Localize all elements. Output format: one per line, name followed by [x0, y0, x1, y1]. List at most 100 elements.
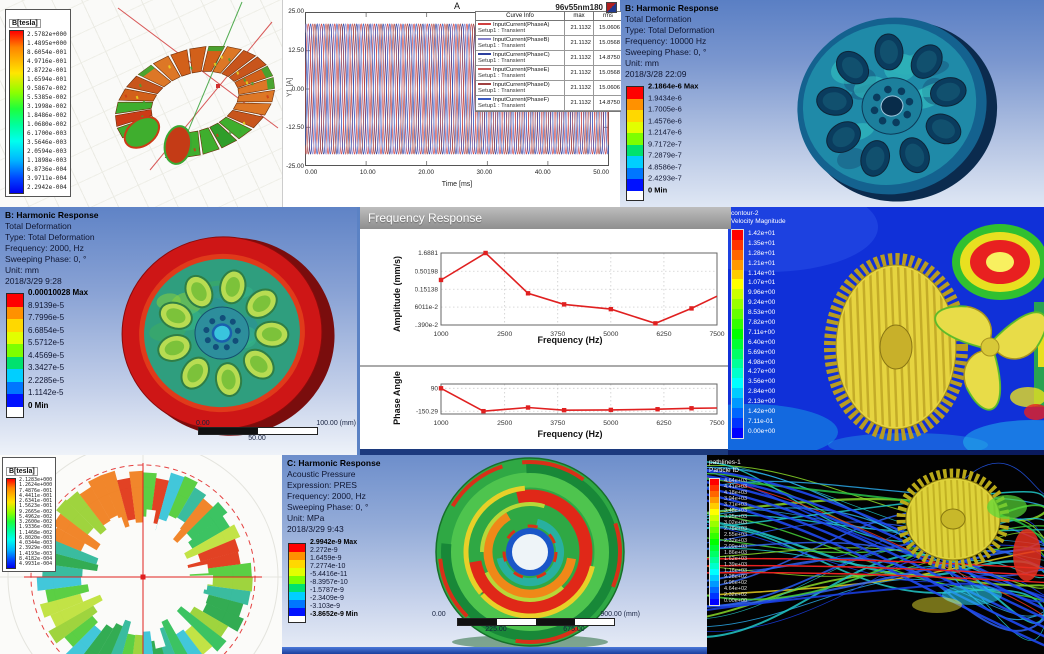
colorbar-value: 1.4895e+000	[27, 40, 67, 47]
legend-band	[627, 156, 643, 168]
legend-band	[289, 592, 305, 600]
chart-splitter[interactable]	[360, 365, 731, 367]
legend-value: 4.8586e-7	[648, 161, 682, 171]
legend-band	[627, 87, 643, 99]
colorbar-value: 2.6341e-001	[19, 498, 53, 504]
legend-value: 8.53e+00	[748, 309, 776, 317]
ruler-q1: 225.00	[485, 626, 507, 633]
legend-band	[627, 110, 643, 122]
legend-band	[710, 485, 719, 491]
legend-band	[710, 569, 719, 575]
legend-value: 3.02e+03	[724, 520, 748, 526]
legend-band	[710, 575, 719, 581]
legend-band	[627, 167, 643, 179]
legend-value: 1.86e+03	[724, 550, 748, 556]
info-line: Frequency: 2000, Hz	[5, 243, 84, 253]
curve-color-swatch	[478, 38, 491, 41]
legend-band	[627, 179, 643, 191]
legend-value: 1.07e+01	[748, 279, 776, 287]
colorbar-value: 5.4962e-002	[19, 513, 53, 520]
x-tick: 30.00	[476, 169, 493, 176]
colorbar-value: 1.1898e-003	[27, 157, 67, 164]
curve-color-swatch	[478, 23, 491, 26]
info-line: Frequency: 2000, Hz	[287, 491, 366, 501]
colorbar-title: B[tesla]	[9, 19, 41, 28]
x-tick: 0.00	[305, 169, 318, 176]
curve-max: 21.1132	[564, 81, 593, 96]
harmonic-2000hz-viewport[interactable]: B: Harmonic Response Total Deformation Typ…	[0, 207, 357, 455]
info-line: Total Deformation	[5, 221, 72, 231]
legend-band	[710, 557, 719, 563]
phase-x-label: Frequency (Hz)	[537, 429, 603, 439]
curve-rms: 15.0568	[593, 36, 621, 51]
maxwell-torus-viewport[interactable]: B[tesla] 2.5782e+000 1.4895e+000 8.6054e-0…	[0, 0, 282, 207]
legend-band	[732, 408, 743, 418]
legend-band	[289, 568, 305, 576]
colorbar-value: 2.0594e-003	[27, 148, 67, 155]
phase-axis-label: Phase Angle	[392, 371, 402, 425]
info-line: Total Deformation	[625, 14, 692, 24]
legend-value: 9.7172e-7	[648, 138, 682, 148]
legend-value: 1.9434e-6	[648, 92, 682, 102]
legend-value: -1.5787e-9	[310, 587, 344, 594]
phase-response-chart[interactable]: 1000 2500 3750 5000 6250 7500 90 -150.29	[415, 376, 725, 438]
curve-max: 21.1132	[564, 96, 593, 111]
streamlines-render	[707, 461, 1044, 647]
colorbar-value: 3.5646e-003	[27, 139, 67, 146]
info-line: 2018/3/28 22:09	[625, 69, 687, 79]
cfd-contour-viewport[interactable]: contour-2 Velocity Magnitude 1.42e+01 1.3…	[728, 207, 1044, 455]
colorbar-value: 7.4876e-001	[19, 487, 53, 494]
legend-band	[732, 279, 743, 290]
curve-info-legend: Curve Info max rms InputCurrent(PhaseA) …	[475, 11, 621, 112]
legend-value: 6.6854e-5	[28, 325, 65, 335]
curve-color-swatch	[478, 83, 491, 86]
legend-band	[732, 378, 743, 389]
curve-setup: Setup1 : Transient	[478, 88, 526, 94]
legend-band	[289, 544, 305, 552]
legend-band	[732, 328, 743, 339]
legend-value: 2.09e+03	[724, 544, 748, 550]
curve-color-swatch	[478, 98, 491, 101]
colorbar-value: 1.8486e-002	[27, 112, 67, 119]
legend-value: -3.8652e-9 Min	[310, 611, 358, 618]
current-plot-window[interactable]: A 96v55nm180 Y1 [A] 25.00 12.50 0.00 -12.50…	[282, 0, 621, 207]
legend-value: 1.28e+01	[748, 249, 776, 257]
amplitude-response-chart[interactable]: 1000 2500 3750 5000 6250 7500 1.6881 0.50198 0.1…	[415, 248, 725, 348]
window-titlebar[interactable]: Frequency Response	[360, 207, 731, 229]
curve-rms: 15.0568	[593, 66, 621, 81]
harmonic-10000hz-viewport[interactable]: B: Harmonic Response Total Deformation Typ…	[620, 0, 1044, 207]
maxwell-rotor-viewport[interactable]: B[tesla] 2.1283e+000 1.2624e+000 7.4876e-0…	[0, 455, 282, 654]
acoustic-pressure-viewport[interactable]: C: Harmonic Response Acoustic Pressure Exp…	[282, 455, 707, 654]
legend-band	[627, 98, 643, 110]
curve-name: InputCurrent(PhaseA)	[493, 22, 550, 28]
torus-3d-render	[115, 1, 279, 171]
legend-band	[7, 306, 23, 319]
legend-value: 4.64e+03	[724, 478, 748, 484]
curve-max: 21.1132	[564, 36, 593, 51]
info-line: Sweeping Phase: 0, °	[287, 502, 369, 512]
legend-band	[7, 344, 23, 357]
curve-setup: Setup1 : Transient	[478, 28, 526, 34]
legend-value: 1.14e+01	[748, 269, 776, 277]
info-line: Type: Total Deformation	[5, 232, 95, 242]
legend-value: 1.6459e-9	[310, 555, 342, 562]
legend-value: 1.42e+01	[748, 230, 776, 237]
legend-band	[710, 515, 719, 521]
colorbar-value: 2.5782e+000	[27, 31, 67, 38]
legend-value: 2.32e+02	[724, 592, 748, 598]
legend-band	[710, 527, 719, 533]
pathlines-viewport[interactable]: pathlines-1 Particle ID 4.64e+03 4.41e+03…	[707, 455, 1044, 654]
legend-value: 1.1142e-5	[28, 387, 64, 397]
plot-window-icon[interactable]	[606, 2, 617, 13]
window-title: Frequency Response	[368, 211, 483, 225]
disk-3d-render	[435, 457, 625, 649]
colorbar-value: 2.8722e-001	[27, 67, 67, 74]
curve-setup: Setup1 : Transient	[478, 73, 526, 79]
colorbar-value: 9.2665e-002	[19, 508, 53, 515]
particle-id-legend: pathlines-1 Particle ID 4.64e+03 4.41e+03…	[709, 459, 747, 606]
colorbar-value: 5.5385e-002	[27, 94, 67, 101]
curve-legend-row: InputCurrent(PhaseD) Setup1 : Transient …	[476, 81, 621, 96]
curve-name: InputCurrent(PhaseF)	[493, 97, 550, 103]
colorbar-value: 1.9336e-002	[19, 524, 53, 531]
legend-value: 2.78e+03	[724, 526, 748, 532]
